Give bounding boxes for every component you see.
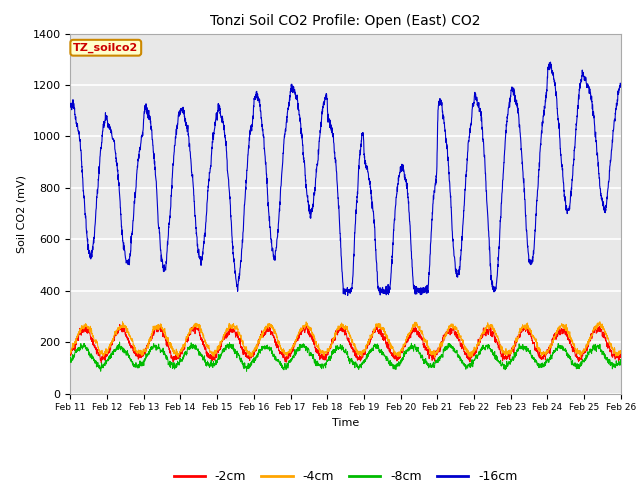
X-axis label: Time: Time <box>332 418 359 428</box>
Legend: -2cm, -4cm, -8cm, -16cm: -2cm, -4cm, -8cm, -16cm <box>168 465 523 480</box>
Y-axis label: Soil CO2 (mV): Soil CO2 (mV) <box>17 175 27 252</box>
Text: TZ_soilco2: TZ_soilco2 <box>73 43 138 53</box>
Title: Tonzi Soil CO2 Profile: Open (East) CO2: Tonzi Soil CO2 Profile: Open (East) CO2 <box>211 14 481 28</box>
